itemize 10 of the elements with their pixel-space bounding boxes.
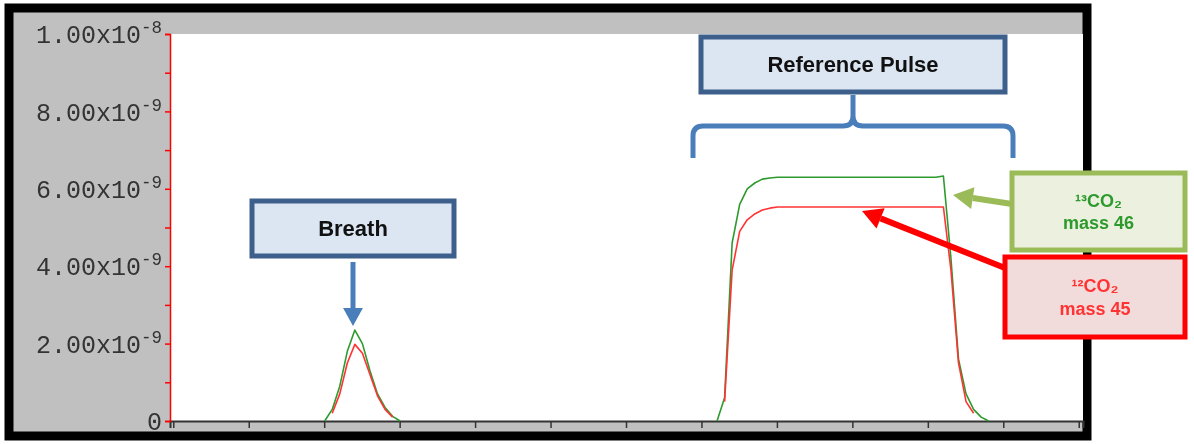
y-tick-label: 4.00x10$^{-9}$ — [35, 250, 162, 284]
text: ¹³CO₂ mass 46 — [1062, 190, 1135, 234]
text: ¹²CO₂ mass 45 — [1059, 276, 1131, 319]
y-tick-label: 8.00x10$^{-9}$ — [35, 95, 162, 129]
y-tick-label: 0 — [146, 409, 162, 439]
annotation: Breath — [318, 216, 388, 242]
annotation: Reference Pulse — [767, 52, 939, 78]
y-tick-label: 6.00x10$^{-9}$ — [35, 173, 162, 207]
y-tick-label: 2.00x10$^{-9}$ — [35, 327, 162, 361]
y-tick-label: 1.00x10$^{-8}$ — [35, 18, 162, 52]
